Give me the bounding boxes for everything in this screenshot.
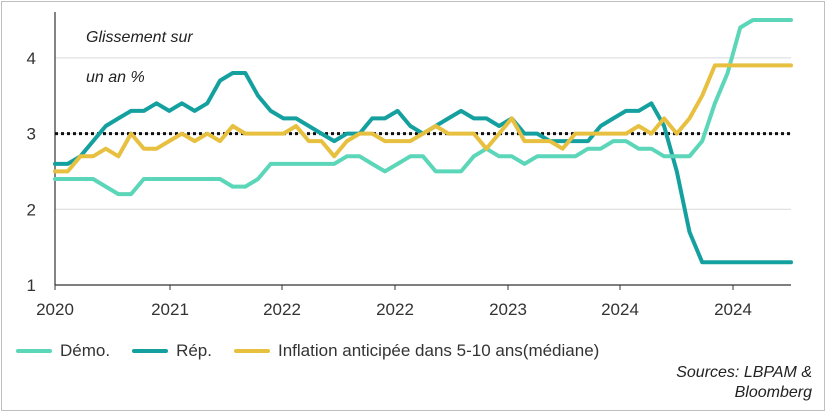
legend-label: Inflation anticipée dans 5-10 ans(médian… — [278, 341, 600, 360]
series-line-2 — [53, 63, 793, 174]
legend-label: Rép. — [176, 341, 212, 360]
legend-item: Rép. — [132, 341, 212, 361]
legend-item: Démo. — [16, 341, 110, 361]
source-note: Sources: LBPAM & Bloomberg — [676, 364, 812, 401]
series-group — [53, 18, 793, 265]
x-tick-label: 2024 — [601, 300, 639, 319]
x-tick-label: 2022 — [376, 300, 414, 319]
y-axis-label: Glissement sur un an % — [86, 8, 193, 88]
legend-label: Démo. — [60, 341, 111, 360]
x-tick-label: 2023 — [489, 300, 527, 319]
series-line-0 — [53, 18, 793, 197]
legend-swatch — [16, 349, 52, 353]
y-tick-label: 4 — [27, 49, 36, 68]
series-line-1 — [53, 71, 793, 265]
x-tick-label: 2021 — [151, 300, 189, 319]
x-tick-label: 2024 — [714, 300, 752, 319]
y-tick-label: 2 — [27, 200, 36, 219]
y-axis-label-line1: Glissement sur — [86, 29, 193, 46]
legend: Démo. Rép. Inflation anticipée dans 5-10 a… — [16, 340, 621, 362]
axes: 1 2 3 4 2020 2021 2022 2022 2023 2024 2024 — [27, 12, 791, 319]
legend-swatch — [234, 349, 270, 353]
legend-item: Inflation anticipée dans 5-10 ans(médian… — [234, 341, 599, 361]
y-tick-label: 3 — [27, 125, 36, 144]
x-tick-label: 2022 — [263, 300, 301, 319]
y-tick-label: 1 — [27, 276, 36, 295]
y-axis-label-line2: un an % — [86, 69, 145, 86]
legend-swatch — [132, 349, 169, 353]
x-tick-label: 2020 — [36, 300, 74, 319]
